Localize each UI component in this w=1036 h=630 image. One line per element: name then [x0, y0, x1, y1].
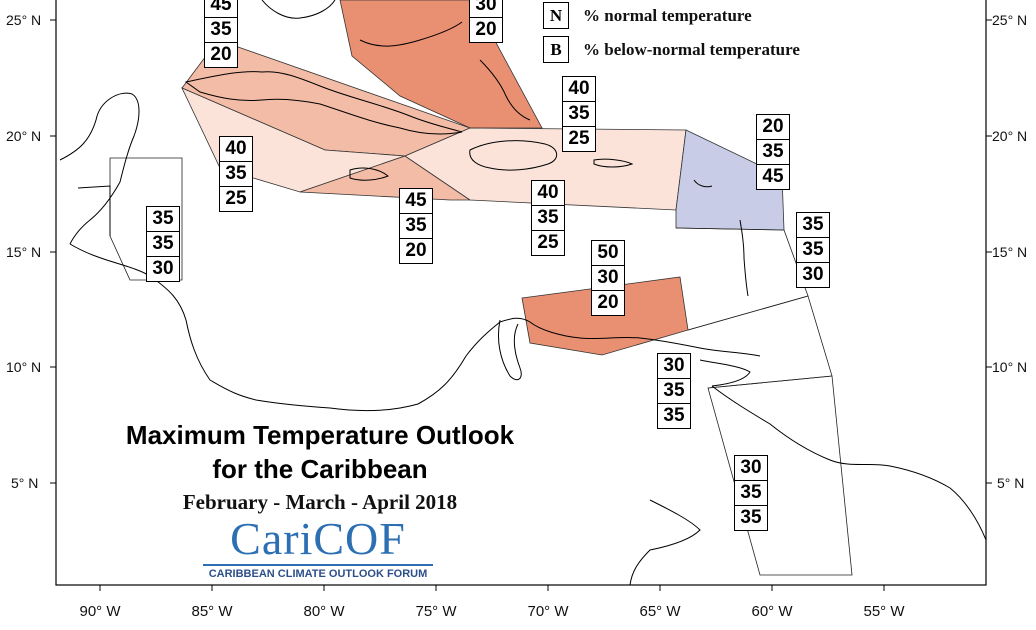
legend-label: % normal temperature [583, 5, 752, 25]
prob-box-windward-islands: 35 35 30 [796, 212, 830, 288]
prob-above: 40 [532, 181, 564, 206]
lat-labels-right: 25° N 20° N 15° N 10° N 5° N [992, 12, 1027, 491]
title-line-2: for the Caribbean [212, 454, 428, 484]
prob-above: 30 [735, 456, 767, 481]
prob-below: 20 [597, 292, 619, 313]
prob-normal: 35 [563, 102, 595, 127]
prob-box-abc-islands: 50 30 20 [591, 240, 625, 316]
prob-below: 35 [740, 507, 762, 528]
prob-below: 20 [210, 44, 232, 65]
lat-label: 20° N [6, 128, 41, 144]
logo-tagline: CARIBBEAN CLIMATE OUTLOOK FORUM [208, 568, 428, 580]
lon-label: 60° W [751, 603, 793, 620]
lat-labels-left: 25° N 20° N 15° N 10° N 5° N [6, 12, 41, 491]
prob-above: 30 [658, 354, 690, 379]
prob-box-bahamas-north: 30 20 [469, 0, 503, 43]
prob-above: 50 [592, 241, 624, 266]
prob-below: 45 [762, 166, 784, 187]
lat-label: 10° N [6, 359, 41, 375]
prob-box-western-cuba: 45 35 20 [204, 0, 238, 68]
prob-below: 25 [225, 188, 247, 209]
legend-key: N [543, 2, 569, 29]
legend-normal: N % normal temperature [543, 2, 752, 29]
prob-below: 30 [152, 258, 174, 279]
prob-below: 35 [663, 405, 685, 426]
prob-normal: 35 [400, 214, 432, 239]
lon-labels: 90° W 85° W 80° W 75° W 70° W 65° W 60° … [79, 603, 905, 620]
lat-label: 25° N [992, 12, 1027, 28]
lon-label: 80° W [303, 603, 345, 620]
prob-box-trinidad-tobago: 30 35 35 [657, 353, 691, 429]
caricof-logo: CariCOF CARIBBEAN CLIMATE OUTLOOK FORUM [203, 515, 433, 580]
prob-normal: 35 [658, 379, 690, 404]
prob-below: 30 [802, 264, 824, 285]
title-line-1: Maximum Temperature Outlook [125, 420, 515, 450]
prob-below: 20 [405, 240, 427, 261]
prob-box-belize: 35 35 30 [146, 206, 180, 282]
prob-normal: 35 [532, 206, 564, 231]
legend-below: B % below-normal temperature [543, 36, 800, 63]
lon-label: 55° W [863, 603, 905, 620]
lon-label: 85° W [191, 603, 233, 620]
prob-box-turks-caicos: 40 35 25 [562, 76, 596, 152]
period-subtitle: February - March - April 2018 [182, 490, 458, 514]
prob-above: 35 [147, 207, 179, 232]
lat-label: 10° N [992, 359, 1027, 375]
legend-label: % below-normal temperature [583, 39, 800, 59]
lat-label: 25° N [6, 12, 41, 28]
map-frame [55, 0, 987, 586]
prob-normal: 35 [797, 238, 829, 263]
prob-normal: 35 [205, 18, 237, 43]
prob-normal: 35 [147, 232, 179, 257]
lat-label: 15° N [6, 244, 41, 260]
region-trinidad-outline [687, 295, 833, 389]
region-guianas-outline [707, 375, 853, 576]
lat-label: 15° N [992, 244, 1027, 260]
prob-box-central-cuba: 40 35 25 [219, 136, 253, 212]
prob-normal: 35 [757, 140, 789, 165]
prob-above: 40 [563, 77, 595, 102]
prob-box-leeward-islands: 20 35 45 [756, 114, 790, 190]
lon-label: 90° W [79, 603, 121, 620]
prob-normal: 20 [475, 19, 497, 40]
prob-above: 45 [205, 0, 237, 18]
logo-divider [203, 564, 433, 566]
lon-label: 75° W [415, 603, 457, 620]
prob-above: 20 [757, 115, 789, 140]
prob-above: 30 [470, 0, 502, 18]
prob-box-guianas: 30 35 35 [734, 455, 768, 531]
lat-label: 5° N [11, 475, 38, 491]
lon-label: 65° W [639, 603, 681, 620]
prob-normal: 35 [220, 162, 252, 187]
prob-box-jamaica: 45 35 20 [399, 188, 433, 264]
lon-label: 70° W [527, 603, 569, 620]
prob-above: 35 [797, 213, 829, 238]
prob-normal: 30 [592, 266, 624, 291]
logo-name: CariCOF [230, 513, 406, 564]
prob-below: 25 [568, 128, 590, 149]
prob-above: 45 [400, 189, 432, 214]
map-title: Maximum Temperature Outlook for the Cari… [60, 418, 580, 486]
legend-key: B [543, 36, 569, 63]
prob-box-hispaniola: 40 35 25 [531, 180, 565, 256]
prob-normal: 35 [735, 481, 767, 506]
coastlines [59, 0, 987, 586]
prob-above: 40 [220, 137, 252, 162]
prob-below: 25 [537, 232, 559, 253]
lat-label: 20° N [992, 128, 1027, 144]
lat-label: 5° N [997, 475, 1024, 491]
